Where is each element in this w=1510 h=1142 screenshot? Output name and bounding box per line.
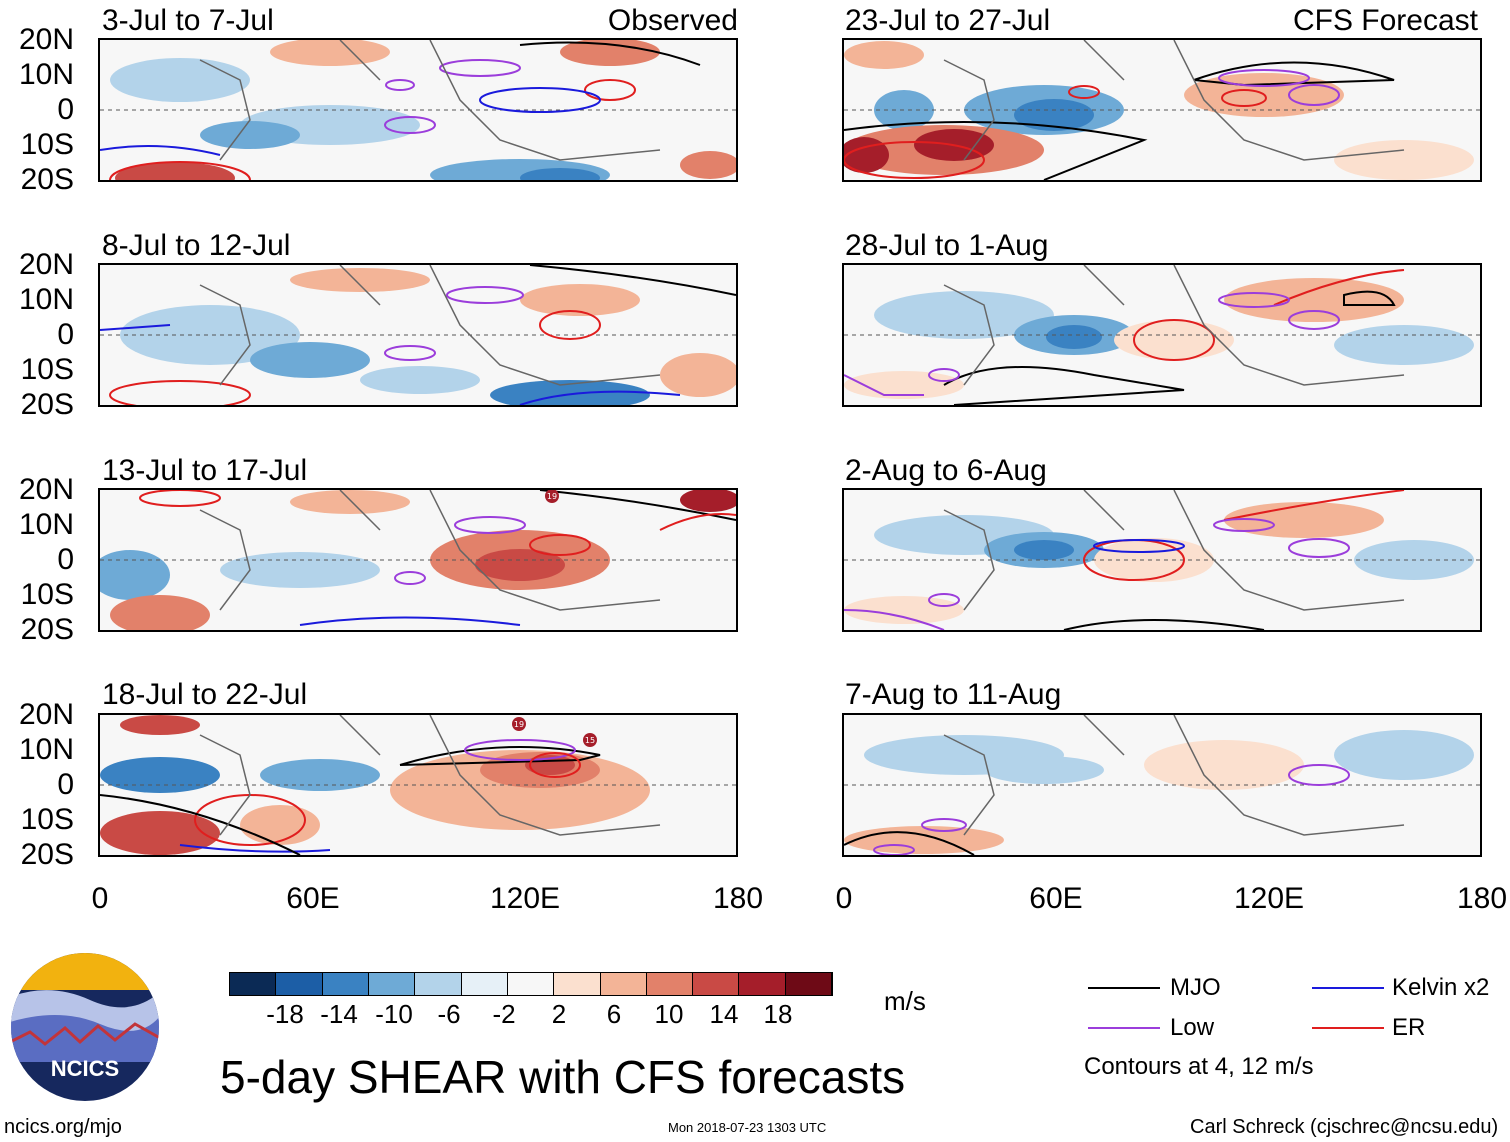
storm-marker: [545, 490, 559, 503]
lat-label: 20N: [18, 23, 74, 56]
colorbar-swatch: [368, 973, 416, 995]
colorbar-label: -10: [375, 999, 413, 1029]
panel-title: 7-Aug to 11-Aug: [845, 678, 1062, 711]
footer-url[interactable]: ncics.org/mjo: [4, 1116, 122, 1138]
lat-label: 10N: [18, 508, 74, 541]
colorbar-label: -18: [266, 999, 304, 1029]
colorbar: [229, 972, 833, 996]
colorbar-label: 10: [654, 999, 684, 1029]
colorbar-label: 2: [551, 999, 567, 1029]
footer-credit: Carl Schreck (cjschrec@ncsu.edu): [1190, 1116, 1499, 1138]
lon-label: 120E: [1233, 882, 1305, 915]
lon-label: 180: [1456, 882, 1508, 915]
map-panel: [98, 263, 738, 407]
lat-label: 0: [57, 768, 74, 801]
lat-label: 10S: [20, 578, 74, 611]
colorbar-label: 14: [709, 999, 739, 1029]
lat-label: 20N: [18, 248, 74, 281]
lon-label: 0: [835, 882, 853, 915]
colorbar-swatch: [785, 973, 833, 995]
lat-label: 10N: [18, 58, 74, 91]
colorbar-swatch: [322, 973, 369, 995]
panel-title: 18-Jul to 22-Jul: [102, 678, 308, 711]
legend-line-mjo: [1088, 987, 1160, 989]
lon-label: 60E: [1029, 882, 1083, 915]
lat-label: 10N: [18, 733, 74, 766]
panel-tag-observed: Observed: [607, 4, 738, 37]
legend-label-kelvin: Kelvin x2: [1392, 974, 1490, 1001]
map-panel: [842, 38, 1482, 182]
lat-label: 20S: [20, 838, 74, 871]
colorbar-swatch: [646, 973, 694, 995]
lat-label: 0: [57, 543, 74, 576]
lat-label: 20N: [18, 698, 74, 731]
colorbar-swatch: [230, 973, 277, 995]
map-panel: [842, 263, 1482, 407]
map-panel: 19 15: [98, 713, 738, 857]
ncics-logo: NCICS: [10, 952, 160, 1102]
lon-label: 0: [91, 882, 109, 915]
storm-marker-label: 15: [585, 736, 595, 745]
colorbar-swatch: [554, 973, 601, 995]
storm-marker-label: 19: [547, 492, 557, 501]
colorbar-swatch: [276, 973, 323, 995]
footer-timestamp: Mon 2018-07-23 1303 UTC: [668, 1120, 827, 1135]
colorbar-label: -14: [320, 999, 358, 1029]
map-panel: 19: [98, 488, 738, 632]
lat-label: 20N: [18, 473, 74, 506]
map-panel: [98, 38, 738, 182]
lat-label: 0: [57, 318, 74, 351]
storm-marker: [583, 733, 597, 747]
colorbar-label: -2: [492, 999, 516, 1029]
colorbar-swatch: [693, 973, 740, 995]
legend-line-er: [1312, 1027, 1384, 1029]
lon-label: 60E: [286, 882, 340, 915]
legend-label-mjo: MJO: [1170, 974, 1221, 1001]
logo-text: NCICS: [50, 1056, 120, 1081]
legend-line-low: [1088, 1027, 1160, 1029]
colorbar-swatch: [461, 973, 508, 995]
colorbar-swatch: [507, 973, 555, 995]
colorbar-label: 6: [606, 999, 622, 1029]
colorbar-swatch: [739, 973, 786, 995]
legend-line-kelvin: [1312, 987, 1384, 989]
lat-label: 10S: [20, 128, 74, 161]
lat-label: 20S: [20, 388, 74, 421]
legend-label-low: Low: [1170, 1014, 1215, 1041]
storm-marker-label: 19: [514, 720, 524, 729]
lat-label: 10N: [18, 283, 74, 316]
lon-label: 120E: [489, 882, 561, 915]
main-title: 5-day SHEAR with CFS forecasts: [220, 1051, 906, 1103]
lat-label: 0: [57, 93, 74, 126]
panel-title: 23-Jul to 27-Jul: [845, 4, 1051, 37]
map-panel: [842, 713, 1482, 857]
lat-label: 20S: [20, 163, 74, 196]
colorbar-unit: m/s: [884, 986, 926, 1016]
legend-note: Contours at 4, 12 m/s: [1084, 1053, 1314, 1080]
lon-label: 180: [712, 882, 764, 915]
panel-title: 8-Jul to 12-Jul: [102, 229, 291, 262]
panel-title: 28-Jul to 1-Aug: [845, 229, 1049, 262]
panel-title: 2-Aug to 6-Aug: [845, 454, 1047, 487]
colorbar-swatch: [600, 973, 647, 995]
colorbar-label: 18: [763, 999, 793, 1029]
lat-label: 10S: [20, 803, 74, 836]
lat-label: 20S: [20, 613, 74, 646]
lat-label: 10S: [20, 353, 74, 386]
colorbar-label: -6: [437, 999, 461, 1029]
panel-tag-forecast: CFS Forecast: [1292, 4, 1478, 37]
map-panel: [842, 488, 1482, 632]
panel-title: 13-Jul to 17-Jul: [102, 454, 308, 487]
panel-title: 3-Jul to 7-Jul: [102, 4, 274, 37]
legend-label-er: ER: [1392, 1014, 1426, 1041]
storm-marker: [512, 717, 526, 731]
colorbar-swatch: [415, 973, 462, 995]
